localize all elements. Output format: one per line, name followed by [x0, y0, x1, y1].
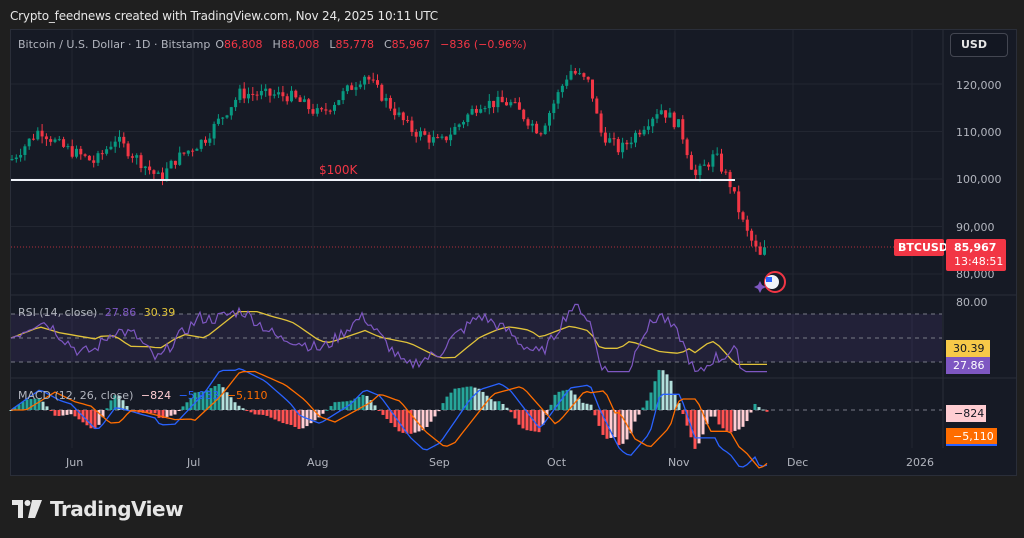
price-axis-label: 90,000 [956, 221, 995, 234]
symbol-title: Bitcoin / U.S. Dollar · 1D · Bitstamp [18, 38, 211, 51]
price-axis-label: 100,000 [956, 173, 1002, 186]
ohlc-high: H88,008 [272, 38, 320, 51]
tradingview-logo: TradingView [12, 497, 184, 521]
macd-label: MACD (12, 26, close) [18, 389, 134, 402]
symbol-tag: BTCUSD [894, 239, 948, 256]
ohlc-close: C85,967 [383, 38, 431, 51]
time-axis-label: Nov [668, 456, 690, 469]
rsi-value-tag: 27.86 [946, 357, 990, 374]
symbol-legend: Bitcoin / U.S. Dollar · 1D · Bitstamp O86… [18, 38, 532, 51]
macd-signal-tag: −5,110 [946, 428, 997, 446]
price-change: −836 (−0.96%) [440, 38, 527, 51]
currency-button[interactable]: USD [950, 33, 1008, 57]
ohlc-low: L85,778 [329, 38, 374, 51]
brand-name: TradingView [50, 497, 184, 521]
time-axis-label: Sep [429, 456, 450, 469]
ohlc-open: O86,808 [215, 38, 263, 51]
time-axis-label: Aug [307, 456, 329, 469]
svg-text:$100K: $100K [319, 163, 359, 177]
chart-caption: Crypto_feednews created with TradingView… [10, 9, 438, 23]
chart-frame[interactable] [10, 29, 1017, 476]
rsi-ma-value: 30.39 [143, 306, 176, 319]
macd-signal-value: −5,110 [226, 389, 268, 402]
rsi-axis-label: 80.00 [956, 296, 988, 309]
rsi-label: RSI (14, close) [18, 306, 98, 319]
tradingview-mark-icon [12, 500, 42, 518]
last-price: 85,967 [954, 241, 997, 254]
time-axis-label: 2026 [906, 456, 934, 469]
time-axis-label: Oct [547, 456, 567, 469]
last-price-tag: 85,967 13:48:51 [946, 239, 1006, 271]
macd-histogram-tag: −824 [946, 405, 986, 422]
price-axis-label: 80,000 [956, 268, 995, 281]
price-axis-label: 110,000 [956, 126, 1002, 139]
rsi-ma-tag: 30.39 [946, 340, 990, 357]
time-axis-label: Jul [187, 456, 201, 469]
time-axis-label: Dec [787, 456, 809, 469]
macd-histogram-value: −824 [140, 389, 172, 402]
time-axis-label: Jun [66, 456, 84, 469]
macd-line-value: −5,933 [178, 389, 220, 402]
bar-countdown: 13:48:51 [954, 255, 1004, 268]
rsi-value: 27.86 [104, 306, 137, 319]
price-axis-label: 120,000 [956, 79, 1002, 92]
rsi-legend: RSI (14, close) 27.86 30.39 [18, 306, 175, 319]
macd-legend: MACD (12, 26, close) −824 −5,933 −5,110 [18, 389, 268, 402]
